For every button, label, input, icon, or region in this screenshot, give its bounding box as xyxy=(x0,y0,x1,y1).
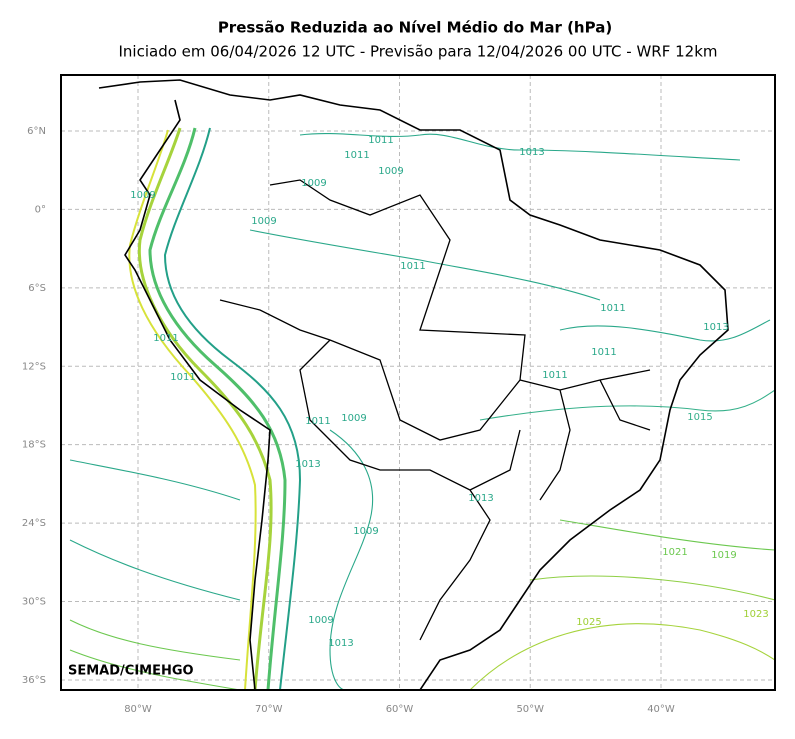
gridlines xyxy=(61,75,775,690)
contour-label: 1011 xyxy=(368,135,393,146)
contour-label: 1011 xyxy=(344,150,369,161)
contour-label: 1025 xyxy=(576,617,601,628)
contour-label: 1013 xyxy=(468,493,493,504)
lat-tick-label: 6°S xyxy=(28,283,46,294)
contour-labels: 1013 1011 1011 1009 1009 1009 1009 1011 1011 1013… xyxy=(130,135,768,649)
contour-label: 1011 xyxy=(170,372,195,383)
contour-label: 1015 xyxy=(687,412,712,423)
lat-tick-label: 0° xyxy=(35,204,46,215)
contour-label: 1009 xyxy=(251,216,276,227)
contour-label: 1013 xyxy=(328,638,353,649)
map-frame xyxy=(60,74,776,691)
map-title: Pressão Reduzida ao Nível Médio do Mar (… xyxy=(218,19,612,37)
lon-tick-label: 50°W xyxy=(516,704,544,715)
contour-label: 1011 xyxy=(542,370,567,381)
contour-label: 1009 xyxy=(341,413,366,424)
contour-label: 1013 xyxy=(703,322,728,333)
credit: SEMAD/CIMEHGO xyxy=(68,664,194,679)
map-area xyxy=(69,79,775,690)
contour-label: 1011 xyxy=(400,261,425,272)
lat-tick-label: 18°S xyxy=(22,440,46,451)
lon-tick-label: 40°W xyxy=(647,704,675,715)
lat-tick-label: 30°S xyxy=(22,597,46,608)
contour-label: 1019 xyxy=(711,550,736,561)
contour-label: 1021 xyxy=(662,547,687,558)
contour-label: 1009 xyxy=(130,190,155,201)
coastline xyxy=(98,79,729,690)
lon-tick-label: 60°W xyxy=(386,704,414,715)
contour-label: 1013 xyxy=(519,147,544,158)
map-subtitle: Iniciado em 06/04/2026 12 UTC - Previsão… xyxy=(118,43,717,61)
contour-label: 1011 xyxy=(153,333,178,344)
lat-tick-label: 12°S xyxy=(22,361,46,372)
lat-tick-label: 24°S xyxy=(22,518,46,529)
contour-label: 1013 xyxy=(295,459,320,470)
contour-label: 1009 xyxy=(301,178,326,189)
contour-label: 1011 xyxy=(600,303,625,314)
contour-label: 1009 xyxy=(378,166,403,177)
contour-label: 1009 xyxy=(353,526,378,537)
isobars xyxy=(69,127,775,690)
lat-tick-label: 36°S xyxy=(22,675,46,686)
lon-tick-label: 70°W xyxy=(255,704,283,715)
contour-label: 1009 xyxy=(308,615,333,626)
contour-label: 1011 xyxy=(591,347,616,358)
contour-label: 1023 xyxy=(743,609,768,620)
contour-label: 1011 xyxy=(305,416,330,427)
lon-tick-label: 80°W xyxy=(124,704,152,715)
lat-tick-label: 6°N xyxy=(27,126,46,137)
